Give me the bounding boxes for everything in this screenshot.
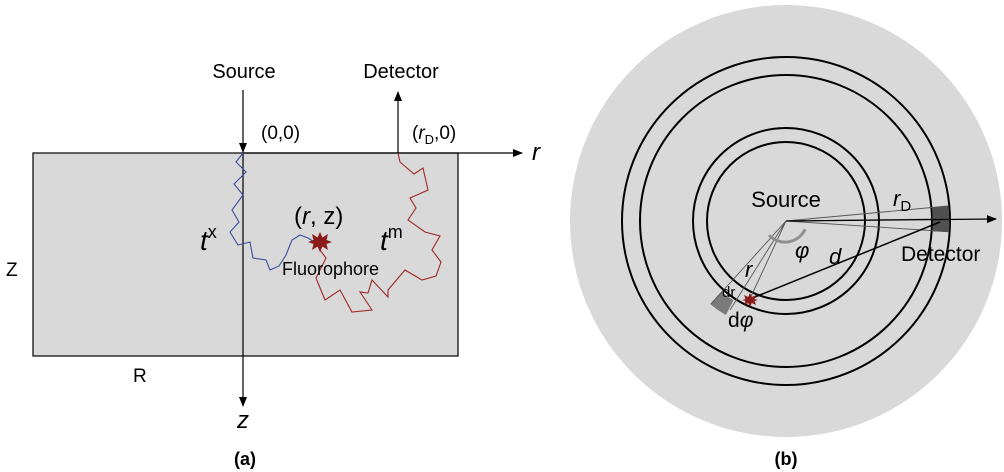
tissue-slab — [32, 152, 459, 357]
detector-label-a: Detector — [363, 61, 439, 83]
d-label: d — [829, 244, 842, 269]
detector-label-b: Detector — [901, 243, 980, 266]
excitation-path — [229, 152, 317, 271]
source-label-a: Source — [212, 61, 275, 83]
caption-a: (a) — [234, 449, 256, 469]
r-line-outer — [710, 220, 787, 305]
ring-element-inner — [692, 127, 880, 315]
r-line-inner — [729, 220, 787, 311]
rD-line — [785, 205, 949, 222]
ring-inner — [706, 141, 866, 301]
R-radius-label: R — [133, 366, 147, 387]
origin-label: (0,0) — [261, 123, 300, 144]
fluorophore-position-label: (r, z) — [294, 203, 343, 230]
tx-label: tx — [200, 222, 217, 256]
caption-b: (b) — [775, 449, 798, 469]
r-line-mid — [747, 220, 787, 304]
z-axis-label: z — [236, 407, 249, 434]
source-label-b: Source — [751, 187, 821, 212]
panel-b: Source Detector rD r d φ dr dφ (b) — [570, 5, 1002, 469]
r-axis-label: r — [532, 139, 541, 166]
dr-label: dr — [722, 284, 735, 301]
fluorophore-star — [308, 232, 332, 252]
tm-label: tm — [380, 222, 403, 256]
Z-depth-label: Z — [6, 260, 18, 281]
detector-position-label: (rD,0) — [412, 123, 456, 147]
dphi-label: dφ — [728, 309, 754, 332]
d-line — [749, 221, 941, 300]
panel-a: Source Detector (0,0) (rD,0) r z Z R (r,… — [6, 61, 541, 469]
fluorophore-star-b — [742, 293, 758, 307]
ring-detector-outer — [621, 56, 951, 386]
phi-angle-arc — [767, 228, 807, 244]
emission-path — [315, 152, 442, 313]
ring-detector-inner — [639, 74, 933, 368]
fluorophore-label: Fluorophore — [282, 259, 379, 279]
area-element-patch — [710, 291, 734, 315]
r-label-b: r — [745, 257, 754, 282]
detector-ray-3 — [785, 220, 939, 232]
detector-axis-arrow — [785, 215, 997, 224]
phi-label: φ — [795, 238, 809, 263]
rD-label: rD — [893, 186, 911, 215]
